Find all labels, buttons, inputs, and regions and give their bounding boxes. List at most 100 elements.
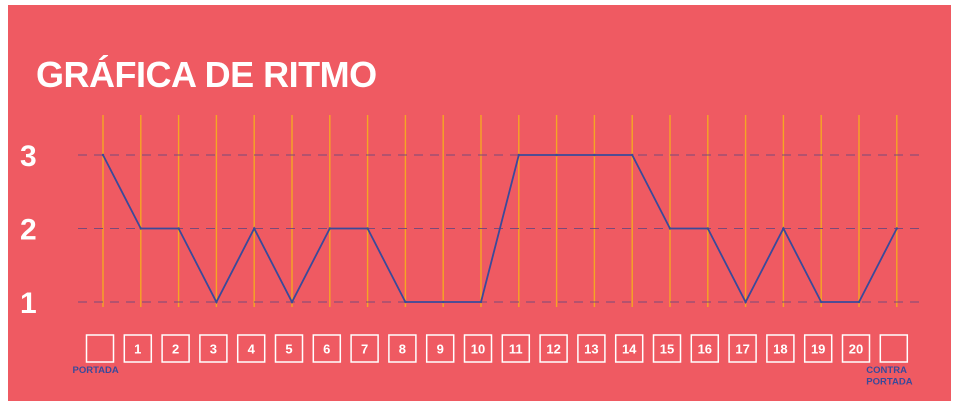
end-label-line: PORTADA (866, 377, 912, 388)
x-tick-label: 18 (773, 342, 787, 357)
x-tick-label: 4 (248, 342, 256, 357)
page-box-outline (161, 334, 190, 363)
data-point (290, 300, 294, 304)
x-tick-label: 2 (172, 342, 179, 357)
x-tick-label: 11 (509, 342, 523, 357)
x-tick-label: 15 (660, 342, 674, 357)
data-point (857, 300, 861, 304)
series-line (102, 154, 898, 304)
x-tick-label: 20 (849, 342, 863, 357)
page-box-outline (841, 334, 871, 363)
x-tick-label: 19 (811, 342, 825, 357)
page-box-outline (577, 334, 606, 363)
x-tick-label: 10 (471, 342, 485, 357)
data-point (517, 153, 520, 157)
x-tick-label: 8 (399, 342, 406, 357)
end-label-line: CONTRA (866, 365, 907, 376)
page-box-outline (350, 334, 379, 363)
x-tick-label: 17 (735, 342, 749, 357)
page-box: 1 (123, 334, 153, 363)
page-box-outline (690, 334, 720, 363)
x-tick-label: 3 (210, 342, 217, 357)
page-box: 18 (766, 334, 795, 363)
page-box: 7 (350, 334, 379, 363)
data-point (139, 227, 142, 230)
page-box: 14 (614, 334, 644, 363)
page-boxes: 1 2 3 4 5 6 7 8 9 10 11 12 13 14 15 16 17 18 19 20 (85, 334, 909, 363)
start-label: PORTADA (73, 365, 119, 376)
page-box: 11 (501, 334, 531, 363)
page-box-outline (728, 334, 757, 363)
data-point (404, 300, 407, 304)
page-box-outline (652, 334, 682, 363)
x-tick-label: 1 (134, 342, 141, 357)
page-box-outline (879, 334, 909, 363)
page-box: 15 (652, 334, 682, 363)
page-box: 17 (728, 334, 757, 363)
page-box-outline (312, 334, 342, 363)
page-box-outline (388, 334, 417, 363)
y-tick-label: 2 (20, 214, 37, 247)
data-point (593, 153, 596, 157)
x-tick-label: 12 (546, 342, 560, 357)
data-point (706, 227, 709, 230)
vertical-grid (102, 115, 898, 307)
data-point (744, 300, 747, 304)
chart-title: GRÁFICA DE RITMO (36, 54, 377, 95)
data-point (668, 227, 672, 230)
page-box: 19 (803, 334, 833, 363)
series-group (101, 153, 898, 304)
page-box: 12 (539, 334, 568, 363)
data-point (101, 153, 105, 157)
data-point (366, 227, 369, 230)
data-point (215, 300, 218, 304)
page-box: 13 (577, 334, 606, 363)
page-box (85, 334, 115, 363)
y-tick-label: 1 (20, 287, 37, 320)
y-tick-label: 3 (20, 140, 37, 173)
y-tick-labels: 1 2 3 (20, 140, 37, 320)
page-box-outline (463, 334, 493, 363)
data-point (820, 300, 823, 304)
x-tick-label: 5 (285, 342, 292, 357)
data-point (479, 300, 483, 304)
page-box-outline (803, 334, 833, 363)
page-box-outline (85, 334, 115, 363)
page-box-outline (236, 334, 266, 363)
page-box-outline (539, 334, 568, 363)
page-box: 10 (463, 334, 493, 363)
page-box (879, 334, 909, 363)
page-box: 3 (199, 334, 228, 363)
chart-svg: GRÁFICA DE RITMO 123 1 2 3 4 5 6 7 8 9 10 11 12 13 14… (20, 54, 923, 388)
page-box-outline (123, 334, 153, 363)
page-box: 2 (161, 334, 190, 363)
page-box-outline (501, 334, 531, 363)
x-tick-label: 14 (622, 342, 637, 357)
page-box-outline (425, 334, 455, 363)
data-point (555, 153, 558, 157)
x-tick-label: 13 (584, 342, 598, 357)
page-box-outline (274, 334, 304, 363)
data-point (782, 227, 785, 230)
page-box-outline (614, 334, 644, 363)
x-tick-label: 9 (437, 342, 444, 357)
page-box-outline (199, 334, 228, 363)
data-point (177, 227, 180, 230)
page-box-outline (766, 334, 795, 363)
data-point (631, 153, 634, 157)
page-box: 5 (274, 334, 304, 363)
data-point (328, 227, 331, 230)
x-tick-label: 7 (361, 342, 368, 357)
page-box: 9 (425, 334, 455, 363)
data-point (253, 227, 256, 230)
page-box: 6 (312, 334, 342, 363)
page-box: 16 (690, 334, 720, 363)
data-point (895, 227, 898, 230)
x-tick-label: 16 (698, 342, 712, 357)
data-point (442, 300, 445, 304)
page-box: 4 (236, 334, 266, 363)
page-box: 8 (388, 334, 417, 363)
x-tick-label: 6 (323, 342, 330, 357)
